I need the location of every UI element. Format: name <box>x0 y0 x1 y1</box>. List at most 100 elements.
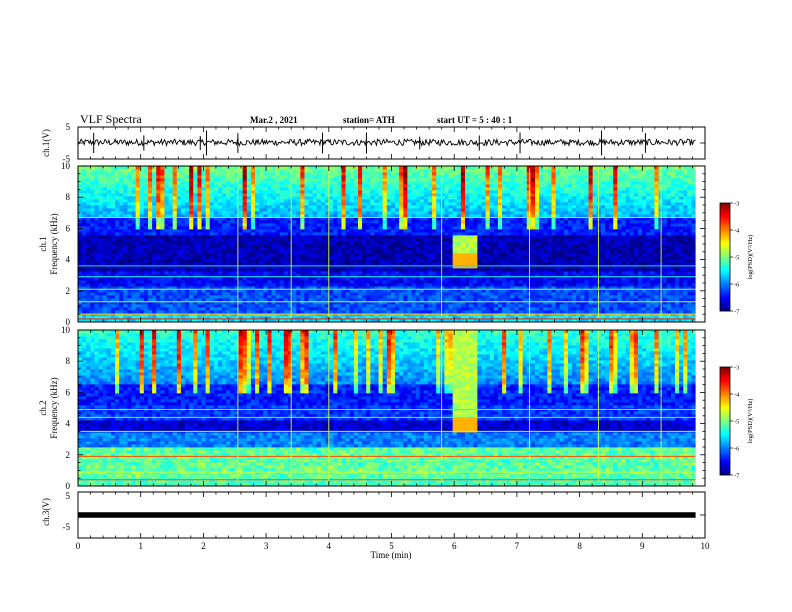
spectrogram-cell <box>82 271 87 275</box>
spectrogram-cell <box>168 196 174 200</box>
spectrogram-cell <box>374 214 379 218</box>
spectrogram-cell <box>205 226 211 230</box>
spectrogram-cell <box>403 238 408 242</box>
spectrogram-cell <box>415 262 421 266</box>
spectrogram-cell <box>456 208 462 212</box>
spectrogram-cell <box>448 172 454 176</box>
spectrogram-cell <box>234 283 239 287</box>
spectrogram-cell <box>374 253 379 257</box>
spectrogram-cell <box>460 253 466 257</box>
spectrogram-cell <box>180 289 186 293</box>
spectrogram-cell <box>135 220 141 224</box>
spectrogram-cell <box>143 178 149 182</box>
spectrogram-cell <box>292 196 297 200</box>
spectrogram-cell <box>386 232 392 236</box>
spectrogram-cell <box>312 190 318 194</box>
spectrogram-cell <box>415 253 421 257</box>
spectrogram-cell <box>246 196 252 200</box>
spectrogram-cell <box>308 307 314 311</box>
spectrogram-cell <box>325 241 330 245</box>
spectrogram-cell <box>353 253 359 257</box>
spectrogram-cell <box>217 229 223 233</box>
spectrogram-cell <box>275 265 281 269</box>
spectrogram-cell <box>436 193 441 197</box>
spectrogram-cell <box>143 232 149 236</box>
spectrogram-cell <box>213 220 219 224</box>
spectrogram-cell <box>143 181 149 185</box>
spectrogram-cell <box>390 205 396 209</box>
spectrogram-cell <box>205 298 211 302</box>
spectrogram-cell <box>230 202 235 206</box>
spectrogram-cell <box>147 226 153 230</box>
spectrogram-cell <box>287 211 293 215</box>
spectrogram-cell <box>246 172 252 176</box>
spectrogram-cell <box>366 280 371 284</box>
spectrogram-cell <box>110 298 116 302</box>
spectrogram-cell <box>382 295 388 299</box>
spectrogram-cell <box>279 271 285 275</box>
spectrogram-cell <box>176 289 182 293</box>
spectrogram-cell <box>395 241 400 245</box>
spectrogram-cell <box>423 295 429 299</box>
spectrogram-cell <box>456 232 462 236</box>
spectrogram-cell <box>127 271 132 275</box>
spectrogram-cell <box>382 193 388 197</box>
spectrogram-cell <box>94 265 99 269</box>
spectrogram-cell <box>333 280 338 284</box>
spectrogram-cell <box>304 256 309 260</box>
spectrogram-cell <box>86 247 91 251</box>
spectrogram-cell <box>217 190 223 194</box>
spectrogram-cell <box>263 268 268 272</box>
spectrogram-cell <box>432 175 437 179</box>
spectrogram-cell <box>222 247 227 251</box>
spectrogram-cell <box>390 229 396 233</box>
spectrogram-cell <box>407 211 412 215</box>
spectrogram-cell <box>296 304 301 308</box>
spectrogram-cell <box>444 235 449 239</box>
spectrogram-cell <box>300 271 305 275</box>
spectrogram-cell <box>94 220 99 224</box>
spectrogram-cell <box>312 217 318 221</box>
spectrogram-cell <box>267 244 272 248</box>
spectrogram-cell <box>250 208 256 212</box>
spectrogram-cell <box>407 316 412 320</box>
spectrogram-cell <box>197 181 202 185</box>
spectrogram-cell <box>382 196 388 200</box>
spectrogram-cell <box>267 223 272 227</box>
spectrogram-cell <box>230 187 235 191</box>
spectrogram-cell <box>78 316 83 320</box>
spectrogram-cell <box>341 250 347 254</box>
spectrogram-cell <box>370 286 375 290</box>
spectrogram-cell <box>444 316 449 320</box>
spectrogram-cell <box>139 316 145 320</box>
spectrogram-cell <box>110 247 116 251</box>
spectrogram-cell <box>176 166 182 170</box>
spectrogram-cell <box>456 250 462 254</box>
spectrogram-cell <box>440 301 445 305</box>
spectrogram-cell <box>82 289 87 293</box>
spectrogram-cell <box>403 268 408 272</box>
spectrogram-cell <box>436 181 441 185</box>
spectrogram-cell <box>222 301 227 305</box>
spectrogram-cell <box>78 238 83 242</box>
spectrogram-cell <box>115 205 120 209</box>
spectrogram-cell <box>366 220 371 224</box>
spectrogram-cell <box>156 178 161 182</box>
spectrogram-cell <box>353 181 359 185</box>
spectrogram-cell <box>320 304 326 308</box>
spectrogram-cell <box>152 271 157 275</box>
spectrogram-cell <box>143 250 149 254</box>
spectrogram-cell <box>172 262 178 266</box>
spectrogram-cell <box>213 298 219 302</box>
spectrogram-cell <box>230 232 235 236</box>
spectrogram-cell <box>403 250 408 254</box>
spectrogram-cell <box>127 223 132 227</box>
spectrogram-cell <box>246 292 252 296</box>
spectrogram-cell <box>242 202 248 206</box>
spectrogram-cell <box>185 286 190 290</box>
spectrogram-cell <box>86 223 91 227</box>
spectrogram-cell <box>250 229 256 233</box>
spectrogram-cell <box>123 235 128 239</box>
spectrogram-cell <box>110 307 116 311</box>
spectrogram-cell <box>172 211 178 215</box>
